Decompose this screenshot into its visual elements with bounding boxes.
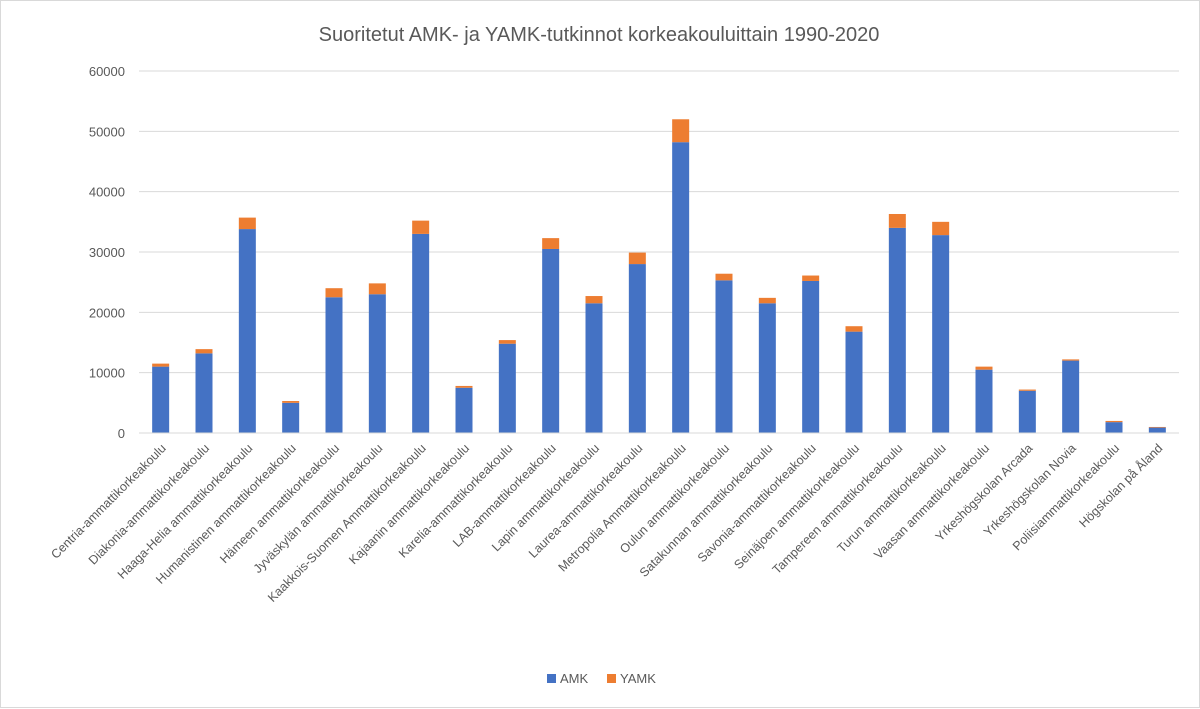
bar-yamk-11 [628, 252, 646, 265]
bar-yamk-21 [1062, 359, 1080, 361]
bar-amk-12 [672, 142, 690, 433]
bar-yamk-22 [1105, 420, 1123, 423]
bar-amk-0 [152, 366, 170, 433]
y-tick-label: 40000 [89, 185, 125, 200]
bar-amk-14 [758, 303, 776, 433]
bar-yamk-16 [845, 326, 863, 332]
bars [152, 119, 1166, 433]
bar-amk-19 [975, 369, 993, 433]
legend-label-amk: AMK [560, 671, 589, 686]
x-category-label: Kaakkois-Suomen Ammattikorkeakoulu [265, 441, 429, 605]
bar-yamk-9 [542, 238, 560, 249]
bar-yamk-23 [1148, 426, 1166, 428]
bar-yamk-4 [325, 288, 343, 298]
bar-yamk-13 [715, 273, 733, 281]
bar-amk-23 [1148, 427, 1166, 433]
bar-amk-15 [802, 280, 820, 433]
y-tick-label: 50000 [89, 124, 125, 139]
y-tick-label: 60000 [89, 64, 125, 79]
y-tick-label: 0 [118, 426, 125, 441]
bar-amk-3 [282, 402, 300, 433]
chart-title: Suoritetut AMK- ja YAMK-tutkinnot korkea… [319, 24, 880, 46]
x-category-label: Högskolan på Åland [1076, 440, 1166, 530]
y-axis-tick-labels: 0 10000 20000 30000 40000 50000 60000 [89, 64, 125, 441]
bar-yamk-5 [368, 283, 386, 295]
bar-amk-6 [412, 233, 430, 433]
bar-amk-16 [845, 331, 863, 433]
bar-yamk-3 [282, 401, 300, 403]
bar-yamk-14 [758, 297, 776, 304]
bar-amk-17 [888, 227, 906, 433]
legend-swatch-amk [547, 674, 556, 683]
bar-amk-13 [715, 280, 733, 433]
legend: AMK YAMK [547, 671, 656, 686]
bar-amk-22 [1105, 422, 1123, 433]
bar-amk-11 [628, 264, 646, 433]
y-tick-label: 10000 [89, 366, 125, 381]
bar-yamk-0 [152, 363, 170, 367]
legend-label-yamk: YAMK [620, 671, 656, 686]
legend-swatch-yamk [607, 674, 616, 683]
bar-amk-18 [932, 235, 950, 433]
bar-amk-8 [498, 343, 516, 433]
bar-yamk-7 [455, 385, 473, 388]
bar-amk-20 [1018, 390, 1036, 433]
y-tick-label: 20000 [89, 305, 125, 320]
y-tick-label: 30000 [89, 245, 125, 260]
bar-yamk-20 [1018, 389, 1036, 391]
bar-amk-9 [542, 248, 560, 433]
bar-yamk-18 [932, 221, 950, 236]
bar-amk-4 [325, 297, 343, 433]
bar-yamk-6 [412, 220, 430, 234]
bar-amk-2 [238, 229, 256, 433]
bar-yamk-12 [672, 119, 690, 143]
gridlines [139, 70, 1179, 374]
bar-yamk-1 [195, 349, 213, 354]
bar-amk-7 [455, 387, 473, 433]
bar-amk-21 [1062, 360, 1080, 433]
bar-amk-10 [585, 303, 603, 433]
bar-yamk-17 [888, 213, 906, 228]
bar-yamk-10 [585, 296, 603, 304]
bar-amk-5 [368, 294, 386, 433]
bar-yamk-19 [975, 366, 993, 370]
bar-yamk-15 [802, 275, 820, 281]
bar-yamk-8 [498, 340, 516, 344]
bar-amk-1 [195, 353, 213, 433]
x-axis-category-labels: Centria-ammattikorkeakouluDiakonia-ammat… [48, 440, 1165, 604]
bar-yamk-2 [238, 217, 256, 230]
